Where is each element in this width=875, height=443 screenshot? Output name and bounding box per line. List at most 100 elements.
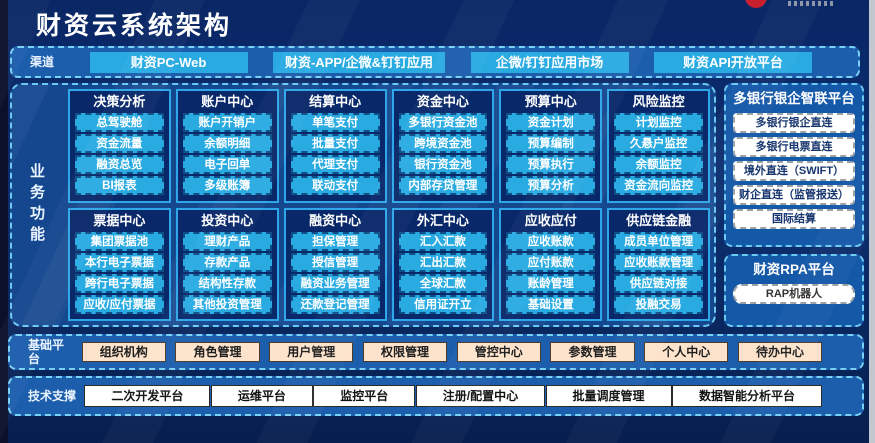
base-platform-button[interactable]: 组织机构 [81,342,166,362]
module-grid: 决策分析总驾驶舱资金流量融资总览 BI报表 账户中心账户开销户余额明细电子回单多级账… [68,89,710,321]
module-item-button[interactable]: 资金计划 [506,113,596,132]
module-item-button[interactable]: 本行电子票据 [75,252,164,272]
module-item-button[interactable]: 信用证开立 [398,294,488,314]
module-item-button[interactable]: 电子回单 [182,155,272,174]
module-item-button[interactable]: 授信管理 [290,252,380,272]
module-item-button[interactable]: BI报表 [75,176,164,195]
tech-support-button[interactable]: 数据智能分析平台 [671,385,822,407]
module-box: 风险监控计划监控久悬户监控余额监控资金流向监控 [607,89,710,203]
module-item-button[interactable]: 担保管理 [290,231,380,251]
module-item-button[interactable]: 代理支付 [290,155,380,174]
logo-text-fragment [788,1,834,6]
tech-support-button[interactable]: 批量调度管理 [545,385,672,407]
module-item-button[interactable]: 汇出汇款 [398,252,488,272]
base-platform-row: 基础平台 组织机构 角色管理 用户管理 权限管理 管控中心 参数管理 个人中心 待办中心 [8,334,864,370]
module-item-button[interactable]: 融资总览 [75,155,164,174]
module-item-button[interactable]: 账龄管理 [506,273,596,293]
module-box: 供应链金融成员单位管理 应收账款管理 供应链对接 投融交易 [607,207,710,321]
base-platform-button[interactable]: 参数管理 [550,342,635,362]
module-box: 预算中心资金计划预算编制预算执行预算分析 [499,89,603,203]
module-title: 预算中心 [524,94,577,109]
bank-connect-button[interactable]: 多银行银企直连 [733,113,855,133]
module-item-button[interactable]: 单笔支付 [290,113,380,132]
module-item-button[interactable]: 预算执行 [506,155,596,174]
module-box: 决策分析总驾驶舱资金流量融资总览 BI报表 [68,89,171,203]
module-item-button[interactable]: 应付账款 [506,252,596,272]
business-functions-panel: 业务功能 决策分析总驾驶舱资金流量融资总览 BI报表 账户中心账户开销户余额明细电子… [10,83,716,327]
module-item-button[interactable]: 应收/应付票据 [75,294,164,314]
module-item-button[interactable]: 融资业务管理 [290,273,380,293]
rpa-panel-title: 财资RPA平台 [753,262,835,277]
bank-connect-button[interactable]: 国际结算 [733,209,855,229]
channel-button[interactable]: 企微/钉钉应用市场 [470,51,629,73]
base-platform-button[interactable]: 角色管理 [175,342,260,362]
module-item-button[interactable]: 成员单位管理 [614,231,703,251]
module-item-button[interactable]: 余额明细 [182,134,272,153]
channel-button[interactable]: 财资-APP/企微&钉钉应用 [273,51,445,73]
module-item-button[interactable]: 联动支付 [290,176,380,195]
module-item-button[interactable]: 资金流量 [75,134,164,153]
module-item-button[interactable]: 跨行电子票据 [75,273,164,293]
base-platform-label: 基础平台 [28,337,65,366]
channel-button[interactable]: 财资PC-Web [89,51,248,73]
base-platform-button[interactable]: 用户管理 [269,342,354,362]
module-title: 融资中心 [309,212,362,228]
module-item-button[interactable]: 多银行资金池 [398,113,488,132]
module-title: 风险监控 [632,94,685,109]
module-item-button[interactable]: 余额监控 [614,155,703,174]
module-item-button[interactable]: 还款登记管理 [290,294,380,314]
base-platform-button[interactable]: 管控中心 [456,342,541,362]
bank-connect-panel: 多银行银企智联平台 多银行银企直连 多银行电票直连 境外直连（SWIFT） 财企直连（… [724,83,864,247]
module-title: 决策分析 [93,94,146,109]
module-item-button[interactable]: 供应链对接 [614,273,703,293]
business-functions-label: 业务功能 [28,163,45,247]
tech-support-button[interactable]: 二次开发平台 [84,385,211,407]
tech-support-button[interactable]: 注册/配置中心 [415,385,546,407]
module-item-button[interactable]: 应收账款管理 [614,252,703,272]
module-item-button[interactable]: 结构性存款 [182,273,272,293]
bank-connect-panel-title: 多银行银企智联平台 [733,91,855,106]
module-item-button[interactable]: 计划监控 [614,113,703,132]
module-title: 结算中心 [309,94,362,109]
module-title: 供应链金融 [626,212,692,228]
module-box: 资金中心 多银行资金池 跨境资金池 银行资金池 内部存贷管理 [391,89,495,203]
scrollbar-strip[interactable] [869,0,875,443]
module-item-button[interactable]: 跨境资金池 [398,134,488,153]
module-box: 外汇中心 汇入汇款 汇出汇款 全球汇款 信用证开立 [391,207,495,321]
module-item-button[interactable]: 预算分析 [506,176,596,195]
module-item-button[interactable]: 应收账款 [506,231,596,251]
channels-label: 渠道 [30,54,55,69]
module-item-button[interactable]: 预算编制 [506,134,596,153]
module-item-button[interactable]: 理财产品 [182,231,272,251]
module-box: 投资中心 理财产品 存款产品 结构性存款 其他投资管理 [175,207,279,321]
module-title: 账户中心 [201,94,254,109]
module-item-button[interactable]: 多级账簿 [182,176,272,195]
module-item-button[interactable]: 全球汇款 [398,273,488,293]
module-item-button[interactable]: 账户开销户 [182,113,272,132]
module-item-button[interactable]: 资金流向监控 [614,176,703,195]
module-item-button[interactable]: 存款产品 [182,252,272,272]
base-platform-button[interactable]: 待办中心 [737,342,822,362]
module-item-button[interactable]: 投融交易 [614,294,703,314]
base-platform-button[interactable]: 权限管理 [362,342,447,362]
base-platform-button[interactable]: 个人中心 [644,342,729,362]
module-item-button[interactable]: 银行资金池 [398,155,488,174]
module-item-button[interactable]: 总驾驶舱 [75,113,164,132]
rpa-robot-button[interactable]: RAP机器人 [733,284,855,304]
module-item-button[interactable]: 其他投资管理 [182,294,272,314]
bank-connect-button[interactable]: 多银行电票直连 [733,137,855,157]
tech-support-button[interactable]: 运维平台 [210,385,313,407]
tech-support-row: 技术支撑 二次开发平台 运维平台 监控平台 注册/配置中心 批量调度管理 数据智能分析平台 [8,376,864,416]
channel-button[interactable]: 财资API开放平台 [654,51,812,73]
module-item-button[interactable]: 基础设置 [506,294,596,314]
module-item-button[interactable]: 内部存贷管理 [398,176,488,195]
module-item-button[interactable]: 久悬户监控 [614,134,703,153]
module-box: 应收应付 应收账款 应付账款 账龄管理 基础设置 [499,207,603,321]
tech-support-button[interactable]: 监控平台 [313,385,416,407]
module-item-button[interactable]: 汇入汇款 [398,231,488,251]
module-item-button[interactable]: 集团票据池 [75,231,164,251]
module-item-button[interactable]: 批量支付 [290,134,380,153]
bank-connect-button[interactable]: 境外直连（SWIFT） [733,161,855,181]
bank-connect-button[interactable]: 财企直连（监管报送） [733,185,855,205]
